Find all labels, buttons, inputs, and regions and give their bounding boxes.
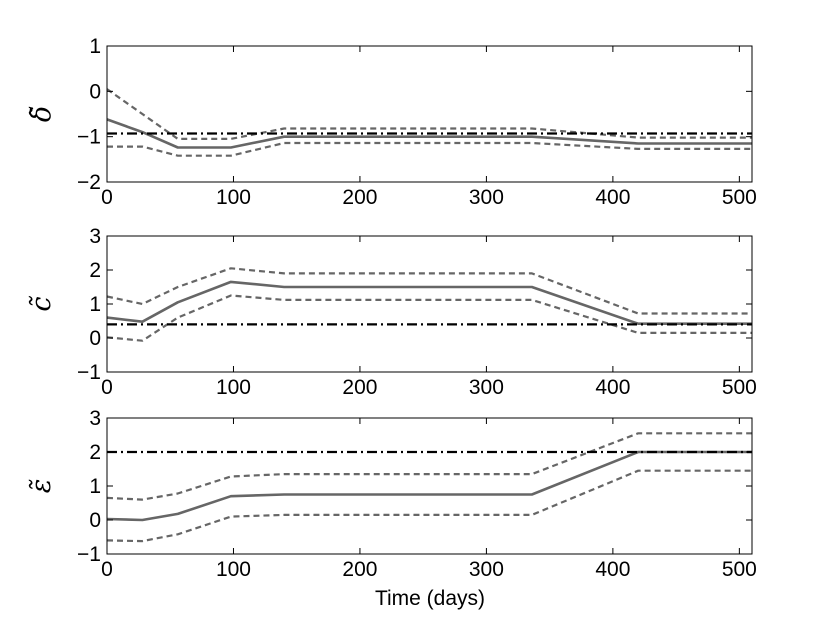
axes-frame xyxy=(106,417,753,555)
y-tick-label: 1 xyxy=(89,35,101,58)
x-tick-label: 200 xyxy=(342,558,377,581)
y-tick-label: 2 xyxy=(89,259,101,282)
x-tick-label: 500 xyxy=(722,186,757,209)
x-tick-label: 500 xyxy=(722,558,757,581)
subplot-1: 0 100 200 300 400 500 −2 −1 0 1 δ̃ xyxy=(26,35,757,209)
y-tick-label: 3 xyxy=(89,225,101,248)
y-tick-label: −1 xyxy=(77,543,101,566)
y-axis-label: δ̃ xyxy=(26,106,57,122)
y-tick-label: 3 xyxy=(89,407,101,430)
series-line-dashed-3 xyxy=(106,469,752,543)
y-tick-label: 2 xyxy=(89,441,101,464)
series-line-solid-1 xyxy=(106,118,752,149)
y-tick-label: −2 xyxy=(77,171,101,194)
y-tick-label: 0 xyxy=(89,327,101,350)
x-tick-label: 100 xyxy=(216,186,251,209)
x-tick-label: 300 xyxy=(469,558,504,581)
x-tick-label: 400 xyxy=(595,186,630,209)
y-axis-label: ε̃ xyxy=(26,479,57,494)
x-tick-label: 0 xyxy=(101,376,113,399)
x-tick-label: 400 xyxy=(595,558,630,581)
series-line-dashed-2 xyxy=(106,88,752,140)
x-tick-label: 100 xyxy=(216,558,251,581)
series-line-dashed-2 xyxy=(106,267,752,315)
y-tick-label: 0 xyxy=(89,509,101,532)
series-line-dashed-3 xyxy=(106,294,752,342)
series-line-solid-1 xyxy=(106,450,752,522)
y-tick-label: 0 xyxy=(89,80,101,103)
x-tick-label: 200 xyxy=(342,376,377,399)
y-tick-label: 1 xyxy=(89,293,101,316)
x-tick-label: 0 xyxy=(101,558,113,581)
y-tick-label: −1 xyxy=(77,126,101,149)
x-axis-label: Time (days) xyxy=(375,587,485,610)
axes-frame xyxy=(106,235,753,373)
x-tick-label: 200 xyxy=(342,186,377,209)
x-tick-label: 100 xyxy=(216,376,251,399)
x-tick-label: 500 xyxy=(722,376,757,399)
series-line-dashed-2 xyxy=(106,432,752,501)
series-line-dashed-3 xyxy=(107,141,752,157)
x-tick-label: 0 xyxy=(101,186,113,209)
axes-frame xyxy=(106,45,753,183)
y-axis-label: c̃ xyxy=(26,295,57,311)
x-tick-label: 300 xyxy=(469,376,504,399)
x-tick-label: 400 xyxy=(595,376,630,399)
x-tick-label: 300 xyxy=(469,186,504,209)
series-line-solid-1 xyxy=(106,280,752,326)
y-tick-label: 1 xyxy=(89,475,101,498)
y-tick-label: −1 xyxy=(77,361,101,384)
